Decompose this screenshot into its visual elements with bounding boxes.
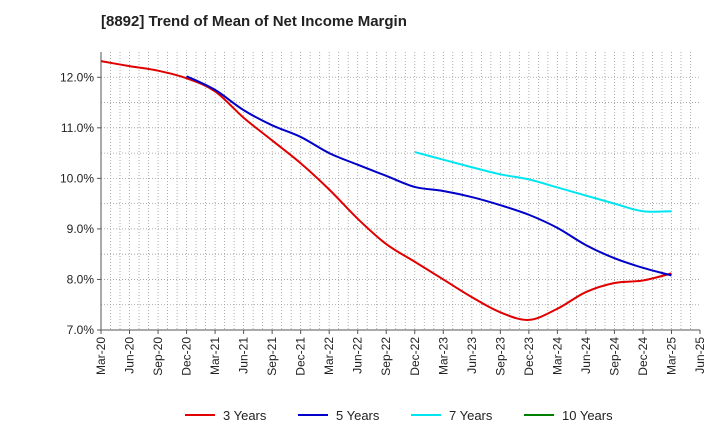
x-tick-label: Jun-25 bbox=[693, 337, 707, 374]
x-tick-label: Dec-24 bbox=[636, 337, 650, 376]
y-tick-label: 7.0% bbox=[67, 323, 95, 337]
x-tick-label: Mar-20 bbox=[94, 337, 108, 375]
x-tick-label: Jun-23 bbox=[465, 337, 479, 374]
x-tick-label: Sep-21 bbox=[265, 337, 279, 376]
x-tick-label: Jun-20 bbox=[123, 337, 137, 374]
y-tick-label: 11.0% bbox=[61, 121, 94, 135]
series-line-5-years bbox=[186, 75, 672, 277]
y-tick-label: 10.0% bbox=[60, 171, 94, 185]
x-tick-label: Sep-24 bbox=[607, 337, 621, 376]
series-line-7-years bbox=[414, 151, 672, 213]
y-tick-label: 8.0% bbox=[67, 272, 95, 286]
y-tick-label: 12.0% bbox=[60, 70, 94, 84]
x-tick-label: Jun-24 bbox=[579, 337, 593, 374]
legend-label: 5 Years bbox=[336, 408, 380, 423]
x-tick-label: Sep-23 bbox=[493, 337, 507, 376]
legend-label: 10 Years bbox=[562, 408, 613, 423]
series-line-3-years bbox=[100, 60, 672, 321]
x-tick-label: Dec-22 bbox=[408, 337, 422, 376]
x-tick-label: Dec-21 bbox=[294, 337, 308, 376]
x-tick-label: Sep-20 bbox=[151, 337, 165, 376]
chart-title: [8892] Trend of Mean of Net Income Margi… bbox=[101, 13, 407, 30]
x-tick-label: Jun-21 bbox=[237, 337, 251, 374]
plot-area bbox=[101, 52, 700, 330]
x-tick-label: Mar-23 bbox=[436, 337, 450, 375]
x-tick-label: Mar-24 bbox=[550, 337, 564, 375]
legend-label: 7 Years bbox=[449, 408, 493, 423]
x-tick-label: Jun-22 bbox=[351, 337, 365, 374]
x-tick-label: Mar-21 bbox=[208, 337, 222, 375]
x-tick-label: Mar-22 bbox=[322, 337, 336, 375]
x-tick-label: Sep-22 bbox=[379, 337, 393, 376]
x-tick-label: Dec-23 bbox=[522, 337, 536, 376]
legend-label: 3 Years bbox=[223, 408, 267, 423]
y-tick-label: 9.0% bbox=[67, 222, 95, 236]
x-tick-label: Mar-25 bbox=[664, 337, 678, 375]
x-tick-label: Dec-20 bbox=[180, 337, 194, 376]
